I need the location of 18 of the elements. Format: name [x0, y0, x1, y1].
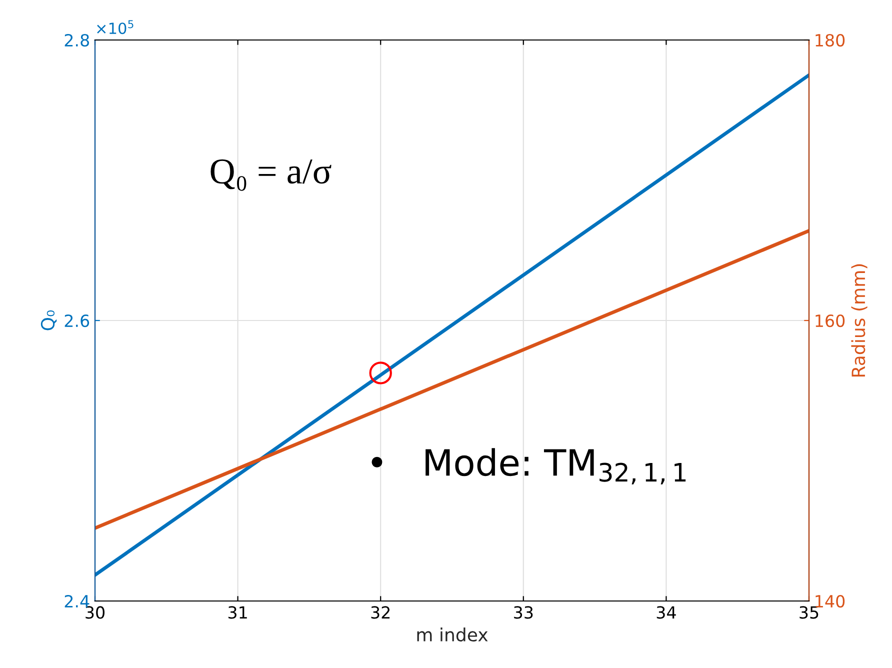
- x-tick-label: 30: [86, 606, 104, 619]
- y-axis-title: Q₀: [40, 310, 57, 330]
- y-tick-label: 2.6: [64, 314, 90, 328]
- x-tick-label: 34: [656, 606, 676, 619]
- y2-axis-title: Radius (mm): [851, 264, 868, 376]
- y-tick-label: 2.4: [64, 594, 90, 608]
- y2-tick-label: 180: [816, 34, 845, 47]
- x-tick-label: 31: [228, 606, 247, 619]
- annotation: Q₀ = a/σ: [210, 159, 332, 191]
- x-tick-label: 33: [514, 606, 533, 619]
- y2-tick-label: 160: [816, 314, 845, 328]
- annotation: • Mode: TM$_{32,1,1}$: [372, 448, 686, 484]
- x-tick-label: 32: [371, 606, 390, 619]
- x-tick-label: 35: [800, 606, 818, 619]
- y-tick-label: 2.8: [64, 34, 89, 47]
- y2-tick-label: 140: [816, 594, 845, 608]
- x-axis-title: m index: [417, 628, 488, 642]
- text: ×10$^{5}$: [97, 20, 134, 34]
